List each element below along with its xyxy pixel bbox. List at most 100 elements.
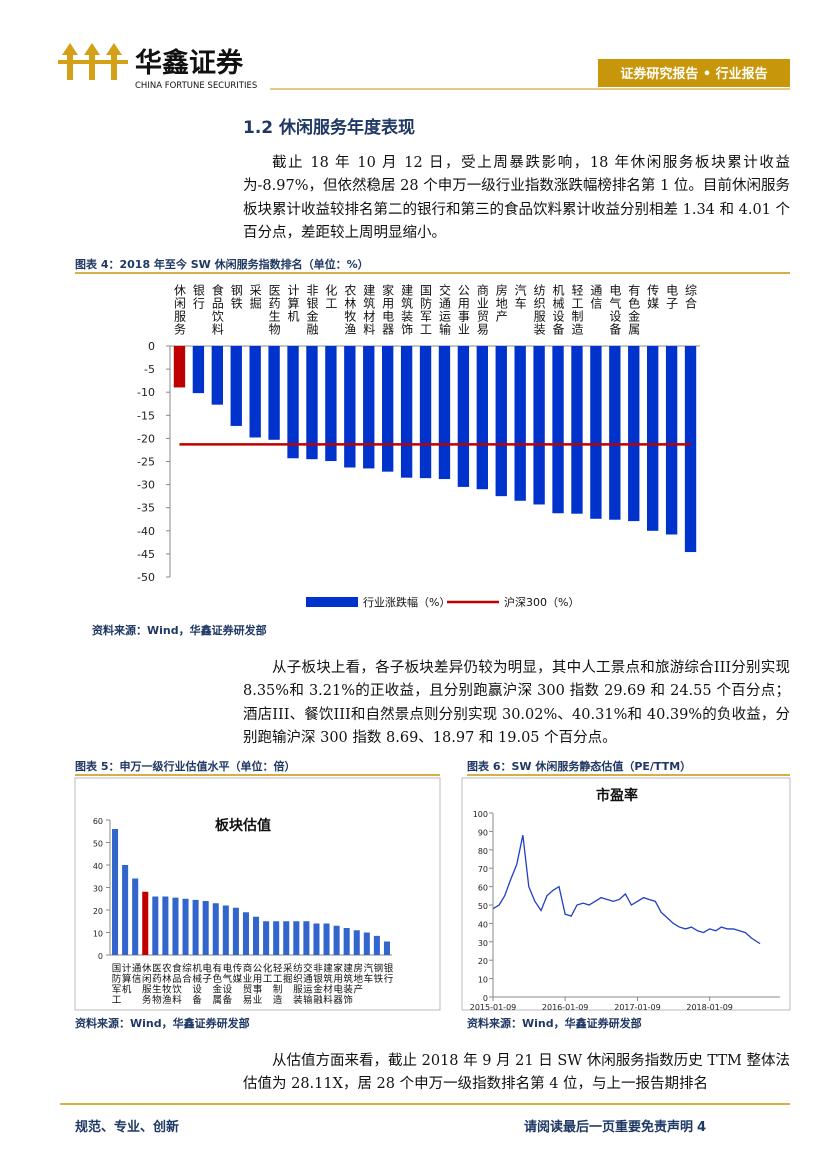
x-tick-label: 建筑装饰 xyxy=(341,962,353,1005)
bar xyxy=(222,905,229,955)
paragraph: 从子板块上看，各子板块差异仍较为明显，其中人工景点和旅游综合III分别实现 8.… xyxy=(243,660,790,746)
bar xyxy=(647,346,659,531)
logo-en: CHINA FORTUNE SECURITIES xyxy=(135,81,257,91)
bar xyxy=(192,899,199,955)
x-tick-label: 钢铁 xyxy=(229,284,243,310)
x-tick-label: 通信 xyxy=(130,963,142,984)
bar xyxy=(684,346,697,553)
x-tick-label: 农林牧渔 xyxy=(343,284,357,336)
bar xyxy=(419,346,432,479)
footer-left: 规范、专业、创新 xyxy=(75,1119,179,1135)
x-tick-label: 计算机 xyxy=(286,284,300,323)
x-tick-label: 公用事业 xyxy=(251,963,263,1005)
y-tick-label: 20 xyxy=(93,907,103,916)
bar xyxy=(293,921,300,955)
y-tick-label: 10 xyxy=(478,976,488,985)
bar xyxy=(287,346,299,459)
bar xyxy=(192,346,205,394)
y-tick-label: -30 xyxy=(137,479,155,492)
y-tick-label: -25 xyxy=(137,456,155,469)
bar xyxy=(571,346,583,514)
chart-title: 市盈率 xyxy=(596,787,638,804)
bar xyxy=(242,912,249,955)
x-tick-label: 银行 xyxy=(191,284,205,310)
paragraph: 截止 18 年 10 月 12 日，受上周暴跌影响，18 年休闲服务板块累计收益… xyxy=(243,155,791,241)
bar xyxy=(363,346,375,469)
bar xyxy=(533,346,545,505)
section-title: 1.2 休闲服务年度表现 xyxy=(243,117,415,138)
y-tick-label: 70 xyxy=(478,865,488,874)
x-tick-label: 银行 xyxy=(381,962,393,984)
bar xyxy=(400,346,413,478)
bar xyxy=(333,925,340,955)
x-tick-label: 钢铁 xyxy=(371,962,383,984)
x-tick-label: 2015-01-09 xyxy=(470,1003,517,1012)
bar xyxy=(313,923,320,955)
bar xyxy=(495,346,507,497)
bar xyxy=(132,878,139,955)
bar xyxy=(590,346,602,519)
y-tick-label: 0 xyxy=(98,952,103,961)
bar xyxy=(628,346,640,522)
bar xyxy=(232,907,239,955)
bar xyxy=(363,932,370,955)
y-tick-label: -20 xyxy=(137,432,155,445)
bar xyxy=(303,921,310,955)
x-tick-label: 建筑装饰 xyxy=(400,284,414,336)
logo-text: 华鑫证券 xyxy=(135,47,244,79)
y-tick-label: 40 xyxy=(478,920,488,929)
x-tick-label: 交通运输 xyxy=(437,283,451,336)
bar xyxy=(253,916,260,955)
paragraph: 从估值方面来看，截止 2018 年 9 月 21 日 SW 休闲服务指数历史 T… xyxy=(243,1053,790,1093)
y-tick-label: 20 xyxy=(478,957,488,966)
bar xyxy=(373,935,380,955)
x-tick-label: 交通运输 xyxy=(301,962,313,1005)
bar xyxy=(172,897,179,955)
x-tick-label: 建筑材料 xyxy=(362,284,376,336)
bar xyxy=(457,346,470,487)
x-tick-label: 轻工制造 xyxy=(570,284,584,336)
x-tick-label: 房地产 xyxy=(494,283,508,323)
bar xyxy=(173,346,186,388)
chart-source: 资料来源：Wind，华鑫证券研发部 xyxy=(92,623,267,637)
bar xyxy=(476,346,488,490)
x-tick-label: 休闲服务 xyxy=(172,284,186,336)
y-tick-label: 50 xyxy=(478,902,488,911)
bar xyxy=(263,921,270,955)
x-tick-label: 通信 xyxy=(589,284,603,310)
tag-box xyxy=(598,59,790,87)
x-tick-label: 汽车 xyxy=(513,283,527,310)
x-tick-label: 电子 xyxy=(200,962,212,984)
x-tick-label: 食品饮料 xyxy=(170,962,182,1005)
bar xyxy=(609,346,621,520)
bar xyxy=(283,921,290,955)
bar xyxy=(353,930,360,955)
x-tick-label: 纺织服装 xyxy=(291,962,303,1005)
pe-line xyxy=(492,834,761,945)
bar xyxy=(306,346,318,460)
x-tick-label: 商业贸易 xyxy=(475,283,489,336)
x-tick-label: 国防军工 xyxy=(110,963,122,1005)
x-tick-label: 公用事业 xyxy=(456,284,470,336)
x-tick-label: 医药生物 xyxy=(267,284,281,336)
y-tick-label: 0 xyxy=(483,994,488,1003)
y-tick-label: 90 xyxy=(478,828,488,837)
y-tick-label: -50 xyxy=(137,571,155,584)
y-tick-label: 30 xyxy=(478,939,488,948)
chart-caption: 图表 4：2018 年至今 SW 休闲服务指数排名（单位：%） xyxy=(75,257,369,271)
legend-label: 沪深300（%） xyxy=(504,595,579,609)
x-tick-label: 采掘 xyxy=(281,963,293,984)
bar xyxy=(212,903,219,955)
bar xyxy=(344,346,356,468)
bar xyxy=(249,346,261,438)
y-tick-label: -5 xyxy=(144,363,155,376)
y-tick-label: 0 xyxy=(148,340,155,353)
x-tick-label: 轻工制造 xyxy=(271,962,283,1005)
x-tick-label: 家用电器 xyxy=(381,283,395,336)
x-tick-label: 电气设备 xyxy=(608,284,622,336)
bar xyxy=(230,346,242,426)
x-tick-label: 休闲服务 xyxy=(140,962,152,1005)
x-tick-label: 化工 xyxy=(324,284,338,310)
